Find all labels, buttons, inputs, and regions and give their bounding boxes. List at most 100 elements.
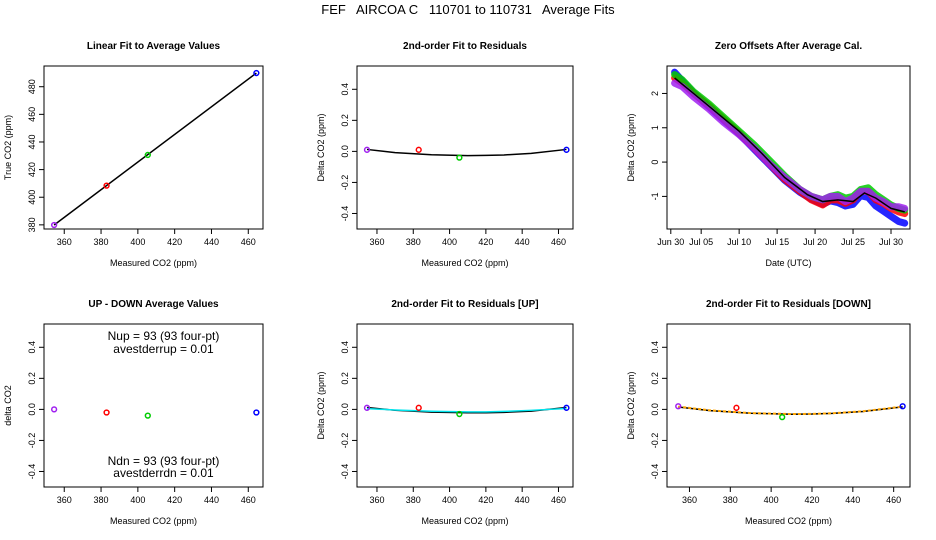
y-tick-label: -0.4 <box>650 464 660 480</box>
panel-title: Linear Fit to Average Values <box>87 41 221 52</box>
x-tick-label: 360 <box>369 237 384 247</box>
x-tick-label: 420 <box>167 495 182 505</box>
y-axis-label: Delta CO2 (ppm) <box>316 113 326 181</box>
y-tick-label: 0.4 <box>650 341 660 354</box>
fit-curve-1 <box>366 407 567 413</box>
data-point <box>675 403 682 410</box>
y-tick-label: 0.0 <box>340 145 350 158</box>
annotation-nup: Nup = 93 (93 four-pt) <box>108 329 220 343</box>
y-axis-label: delta CO2 <box>3 385 13 426</box>
data-point <box>415 146 422 153</box>
y-tick-label: 0.2 <box>650 372 660 385</box>
x-tick-label: 460 <box>241 495 256 505</box>
plot-area <box>363 146 570 161</box>
x-tick-label: 420 <box>167 237 182 247</box>
data-point <box>253 409 260 416</box>
data-point <box>563 146 570 153</box>
data-point <box>563 404 570 411</box>
x-tick-label: 380 <box>94 495 109 505</box>
x-tick-label: Jul 25 <box>841 237 865 247</box>
panel-title: Zero Offsets After Average Cal. <box>715 41 862 52</box>
x-axis-label: Measured CO2 (ppm) <box>745 516 832 526</box>
mean-line <box>674 77 905 213</box>
y-tick-label: 380 <box>27 217 37 232</box>
data-point <box>253 69 260 77</box>
x-tick-label: 360 <box>682 495 697 505</box>
y-tick-label: 440 <box>27 134 37 149</box>
x-tick-label: Jul 30 <box>879 237 903 247</box>
y-tick-label: -0.2 <box>340 175 350 191</box>
y-tick-label: 0.0 <box>27 403 37 416</box>
x-axis-label: Measured CO2 (ppm) <box>421 516 508 526</box>
x-tick-label: 380 <box>94 237 109 247</box>
y-tick-label: 0 <box>650 160 660 165</box>
x-tick-label: 380 <box>723 495 738 505</box>
y-tick-label: 0.0 <box>650 403 660 416</box>
data-point <box>456 154 463 161</box>
panel-resid_down: 2nd-order Fit to Residuals [DOWN] 360 380 4… <box>626 299 911 526</box>
x-tick-label: 400 <box>442 495 457 505</box>
data-point <box>144 151 151 159</box>
x-tick-label: Jul 05 <box>689 237 713 247</box>
x-tick-label: 420 <box>478 237 493 247</box>
x-tick-label: 460 <box>241 237 256 247</box>
x-tick-label: 440 <box>845 495 860 505</box>
data-point <box>103 182 110 189</box>
data-point <box>363 146 371 153</box>
x-tick-label: 440 <box>204 495 219 505</box>
x-axis-label: Date (UTC) <box>765 258 811 268</box>
x-tick-label: 420 <box>804 495 819 505</box>
data-point <box>50 221 58 229</box>
y-tick-label: 480 <box>27 79 37 94</box>
data-point <box>363 404 371 411</box>
data-point <box>899 403 906 410</box>
fit-line <box>53 72 257 226</box>
y-tick-label: -0.2 <box>340 433 350 449</box>
data-point <box>415 404 422 411</box>
plot-frame <box>43 323 264 488</box>
x-tick-label: 400 <box>130 495 145 505</box>
data-point <box>779 413 786 421</box>
y-tick-label: -1 <box>650 192 660 200</box>
plot-frame <box>666 65 911 230</box>
x-tick-label: Jul 10 <box>727 237 751 247</box>
data-point <box>50 406 58 413</box>
y-axis-label: Delta CO2 (ppm) <box>626 371 636 439</box>
x-tick-label: 460 <box>886 495 901 505</box>
y-tick-label: 0.2 <box>340 114 350 127</box>
panel-resid: 2nd-order Fit to Residuals 360 380 400 420 44… <box>316 41 574 268</box>
x-tick-label: 440 <box>515 495 530 505</box>
plot-area <box>675 403 906 421</box>
plot-frame <box>356 65 574 230</box>
x-tick-label: 440 <box>204 237 219 247</box>
y-tick-label: 0.4 <box>340 341 350 354</box>
page-title: FEF AIRCOA C 110701 to 110731 Average Fi… <box>321 2 615 17</box>
x-tick-label: 360 <box>369 495 384 505</box>
plot-area <box>50 69 260 229</box>
y-tick-label: -0.4 <box>27 464 37 480</box>
data-point <box>456 410 463 418</box>
y-axis-label: True CO2 (ppm) <box>3 115 13 180</box>
y-tick-label: 0.2 <box>340 372 350 385</box>
plot-area <box>671 68 909 227</box>
panel-resid_up: 2nd-order Fit to Residuals [UP] 360 380 400… <box>316 299 574 526</box>
y-tick-label: 2 <box>650 91 660 96</box>
annotation-ndn: Ndn = 93 (93 four-pt) <box>108 454 220 468</box>
x-tick-label: 380 <box>406 495 421 505</box>
annotation-avestderrdn: avestderrdn = 0.01 <box>113 466 214 480</box>
x-tick-label: Jul 15 <box>765 237 789 247</box>
panel-updown: UP - DOWN Average Values 360 380 400 420 440 4… <box>3 299 264 526</box>
panel-title: 2nd-order Fit to Residuals [DOWN] <box>706 299 871 310</box>
x-axis-label: Measured CO2 (ppm) <box>110 258 197 268</box>
x-tick-label: 400 <box>130 237 145 247</box>
x-tick-label: 400 <box>764 495 779 505</box>
data-point <box>103 409 110 416</box>
y-tick-label: 420 <box>27 162 37 177</box>
x-tick-label: 360 <box>57 237 72 247</box>
annotation-avestderrup: avestderrup = 0.01 <box>113 342 214 356</box>
plot-frame <box>666 323 911 488</box>
panel-title: UP - DOWN Average Values <box>88 299 219 310</box>
y-tick-label: 0.4 <box>27 341 37 354</box>
